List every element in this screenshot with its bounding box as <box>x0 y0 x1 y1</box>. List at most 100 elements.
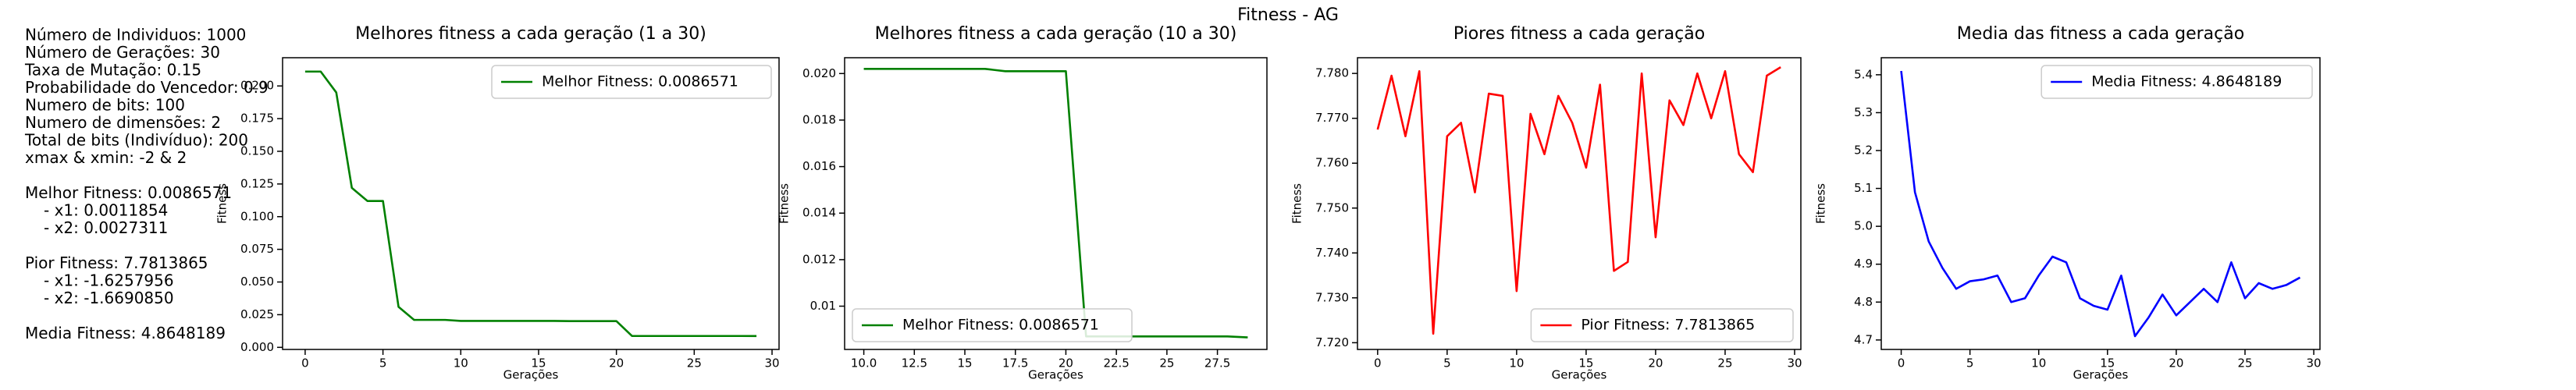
x-tick-label: 27.5 <box>1204 356 1230 370</box>
x-axis-label: Gerações <box>1552 368 1607 382</box>
info-item: - x2: -1.6690850 <box>44 289 174 307</box>
axes-frame <box>844 57 1268 350</box>
legend-box <box>852 308 1133 342</box>
subplot-title: Media das fitness a cada geração <box>1957 24 2244 44</box>
subplot-title: Piores fitness a cada geração <box>1453 24 1705 44</box>
info-heading: Pior Fitness: 7.7813865 <box>25 254 208 272</box>
x-tick-label: 12.5 <box>902 356 927 370</box>
info-line: Numero de bits: 100 <box>25 96 185 115</box>
x-tick-label: 15 <box>531 356 546 370</box>
info-line: Número de Gerações: 30 <box>25 43 220 62</box>
x-axis-label: Gerações <box>1028 368 1083 382</box>
y-tick-label: 5.0 <box>1854 219 1873 233</box>
y-axis-label: Fitness <box>1814 183 1828 224</box>
x-tick-label: 15 <box>957 356 972 370</box>
x-tick-label: 20 <box>2169 356 2183 370</box>
legend-label: Pior Fitness: 7.7813865 <box>1581 317 1755 334</box>
x-tick-label: 5 <box>379 356 387 370</box>
y-tick-label: 0.175 <box>240 112 274 126</box>
info-line: Total de bits (Indivíduo): 200 <box>24 131 248 150</box>
x-tick-label: 30 <box>764 356 779 370</box>
y-axis-label: Fitness <box>215 183 229 224</box>
subplot: Melhores fitness a cada geração (10 a 30… <box>777 24 1268 382</box>
subplot: Media das fitness a cada geração Gerações… <box>1814 24 2322 382</box>
x-tick-label: 22.5 <box>1103 356 1129 370</box>
x-tick-label: 20 <box>1059 356 1073 370</box>
info-line: xmax & xmin: -2 & 2 <box>25 148 187 167</box>
y-tick-label: 7.780 <box>1315 66 1349 80</box>
y-tick-label: 0.000 <box>240 340 274 354</box>
y-tick-label: 0.014 <box>802 206 836 220</box>
x-tick-label: 17.5 <box>1002 356 1028 370</box>
x-tick-label: 0 <box>301 356 309 370</box>
x-tick-label: 10 <box>454 356 468 370</box>
series-line <box>863 68 1248 339</box>
y-tick-label: 0.125 <box>240 176 274 190</box>
series-line <box>1900 70 2301 338</box>
y-tick-label: 7.750 <box>1315 200 1349 214</box>
y-tick-label: 4.9 <box>1854 257 1873 271</box>
legend-label: Media Fitness: 4.8648189 <box>2091 73 2282 90</box>
y-tick-label: 7.730 <box>1315 290 1349 304</box>
y-tick-label: 4.8 <box>1854 295 1873 309</box>
x-tick-label: 25 <box>687 356 702 370</box>
x-tick-label: 25 <box>1159 356 1174 370</box>
series-line <box>304 70 757 338</box>
info-heading: Melhor Fitness: 0.0086571 <box>25 183 232 202</box>
x-tick-label: 25 <box>1717 356 1732 370</box>
y-axis-label: Fitness <box>777 183 792 224</box>
legend-label: Melhor Fitness: 0.0086571 <box>902 317 1099 334</box>
x-axis-label: Gerações <box>2073 368 2129 382</box>
y-tick-label: 0.100 <box>240 209 274 223</box>
y-tick-label: 7.720 <box>1315 335 1349 349</box>
y-tick-label: 0.150 <box>240 144 274 158</box>
info-line: Taxa de Mutação: 0.15 <box>24 61 201 80</box>
x-tick-label: 5 <box>1966 356 1974 370</box>
y-tick-label: 5.1 <box>1854 181 1873 195</box>
subplot-title: Melhores fitness a cada geração (10 a 30… <box>875 24 1237 44</box>
figure-title: Fitness - AG <box>1237 5 1339 25</box>
info-item: - x2: 0.0027311 <box>44 218 168 237</box>
y-tick-label: 4.7 <box>1854 332 1873 346</box>
info-line: Numero de dimensões: 2 <box>25 113 221 132</box>
y-tick-label: 0.050 <box>240 275 274 289</box>
x-tick-label: 10 <box>1509 356 1524 370</box>
y-axis-label: Fitness <box>1290 183 1304 224</box>
y-tick-label: 0.025 <box>240 307 274 321</box>
x-axis-label: Gerações <box>503 368 559 382</box>
legend-box <box>1530 308 1794 342</box>
legend-label: Melhor Fitness: 0.0086571 <box>542 73 738 90</box>
y-tick-label: 0.018 <box>802 112 836 126</box>
y-tick-label: 0.020 <box>802 66 836 80</box>
series-line <box>1376 66 1781 335</box>
y-tick-label: 0.016 <box>802 159 836 173</box>
x-tick-label: 30 <box>1787 356 1802 370</box>
x-tick-label: 10.0 <box>851 356 877 370</box>
x-tick-label: 5 <box>1443 356 1451 370</box>
legend-box <box>491 65 772 99</box>
axes-frame <box>1357 57 1802 350</box>
subplot-title: Melhores fitness a cada geração (1 a 30) <box>355 24 706 44</box>
x-tick-label: 10 <box>2031 356 2046 370</box>
y-tick-label: 0.012 <box>802 252 836 266</box>
x-tick-label: 30 <box>2307 356 2322 370</box>
y-tick-label: 5.4 <box>1854 67 1873 81</box>
x-tick-label: 0 <box>1374 356 1382 370</box>
info-item: - x1: 0.0011854 <box>44 201 168 220</box>
y-tick-label: 7.770 <box>1315 111 1349 125</box>
y-tick-label: 7.740 <box>1315 246 1349 260</box>
info-line: Media Fitness: 4.8648189 <box>25 324 226 342</box>
x-tick-label: 15 <box>1578 356 1593 370</box>
x-tick-label: 20 <box>1648 356 1663 370</box>
x-tick-label: 25 <box>2237 356 2252 370</box>
y-tick-label: 0.01 <box>810 299 836 313</box>
x-tick-label: 0 <box>1898 356 1905 370</box>
subplot: Melhores fitness a cada geração (1 a 30)… <box>215 24 780 382</box>
axes-frame <box>282 57 780 350</box>
y-tick-label: 5.3 <box>1854 105 1873 119</box>
info-line: Número de Individuos: 1000 <box>25 26 246 44</box>
subplot: Piores fitness a cada geração Gerações Fit… <box>1290 24 1802 382</box>
y-tick-label: 0.075 <box>240 242 274 256</box>
axes-frame <box>1880 57 2321 350</box>
